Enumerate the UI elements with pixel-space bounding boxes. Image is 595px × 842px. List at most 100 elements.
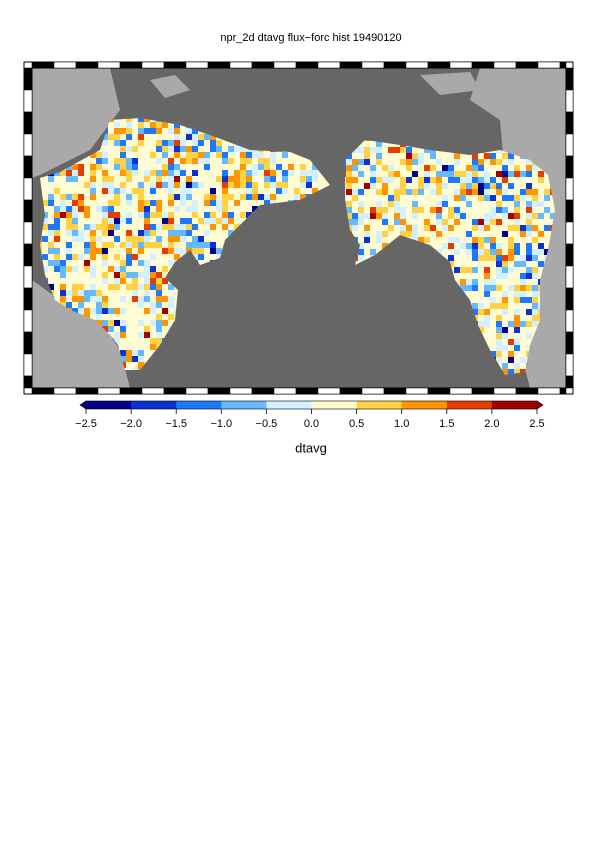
field-cell (526, 189, 533, 196)
field-cell (126, 368, 133, 370)
field-cell (454, 273, 461, 280)
field-cell (156, 122, 163, 129)
field-cell (66, 170, 73, 177)
field-cell (508, 195, 515, 202)
field-cell (210, 224, 217, 231)
field-cell (358, 147, 365, 154)
field-cell (48, 272, 55, 279)
field-cell (352, 195, 359, 202)
field-cell (114, 326, 121, 333)
field-cell (90, 218, 97, 225)
field-cell (490, 351, 497, 358)
field-cell (382, 207, 389, 214)
field-cell (114, 206, 121, 213)
field-cell (460, 189, 467, 196)
field-cell (48, 224, 55, 231)
frame-tick (383, 387, 407, 395)
field-cell (514, 363, 521, 370)
field-cell (168, 248, 175, 255)
field-cell (240, 218, 247, 225)
field-cell (400, 219, 407, 226)
field-cell (472, 183, 479, 190)
field-cell (346, 213, 353, 220)
field-cell (228, 164, 235, 171)
field-cell (78, 170, 85, 177)
field-cell (168, 122, 175, 129)
field-cell (484, 225, 491, 232)
field-cell (496, 267, 503, 274)
field-cell (430, 225, 437, 232)
field-cell (448, 225, 455, 232)
field-cell (294, 188, 301, 195)
field-cell (60, 242, 67, 249)
field-cell (526, 315, 533, 322)
field-cell (144, 152, 151, 159)
field-cell (466, 267, 473, 274)
field-cell (174, 230, 181, 237)
field-cell (454, 213, 461, 220)
field-cell (508, 285, 515, 292)
frame-tick (295, 387, 319, 395)
field-cell (370, 147, 377, 154)
field-cell (448, 231, 455, 238)
field-cell (162, 308, 169, 315)
field-cell (216, 170, 223, 177)
field-cell (472, 261, 479, 268)
field-cell (114, 152, 121, 159)
field-cell (502, 165, 509, 172)
field-cell (66, 164, 73, 171)
field-cell (466, 249, 473, 256)
field-cell (204, 236, 211, 243)
field-cell (478, 165, 485, 172)
field-cell (454, 255, 461, 262)
field-cell (216, 248, 223, 255)
field-cell (60, 170, 67, 177)
field-cell (132, 248, 139, 255)
field-cell (472, 309, 479, 316)
field-cell (454, 231, 461, 238)
field-cell (126, 230, 133, 237)
field-cell (180, 224, 187, 231)
field-cell (150, 320, 157, 327)
field-cell (156, 272, 163, 279)
field-cell (126, 176, 133, 183)
field-cell (508, 345, 515, 352)
field-cell (240, 212, 247, 219)
field-cell (84, 236, 91, 243)
field-cell (48, 206, 55, 213)
field-cell (48, 254, 55, 261)
field-cell (478, 243, 485, 250)
field-cell (102, 176, 109, 183)
field-cell (120, 350, 127, 357)
field-cell (126, 242, 133, 249)
field-cell (108, 218, 115, 225)
field-cell (132, 332, 139, 339)
field-cell (150, 266, 157, 273)
field-cell (502, 309, 509, 316)
field-cell (126, 182, 133, 189)
field-cell (502, 297, 509, 304)
field-cell (84, 308, 91, 315)
field-cell (484, 171, 491, 178)
field-cell (364, 183, 371, 190)
field-cell (198, 200, 205, 207)
field-cell (138, 272, 145, 279)
field-cell (352, 183, 359, 190)
field-cell (394, 231, 401, 238)
field-cell (490, 273, 497, 280)
field-cell (84, 164, 91, 171)
field-cell (54, 170, 61, 177)
field-cell (466, 171, 473, 178)
field-cell (96, 224, 103, 231)
field-cell (412, 189, 419, 196)
field-cell (138, 326, 145, 333)
field-cell (496, 333, 503, 340)
field-cell (42, 218, 49, 225)
field-cell (150, 122, 157, 129)
field-cell (228, 224, 235, 231)
field-cell (490, 249, 497, 256)
field-cell (442, 165, 449, 172)
field-cell (102, 218, 109, 225)
field-cell (472, 267, 479, 274)
field-cell (72, 248, 79, 255)
